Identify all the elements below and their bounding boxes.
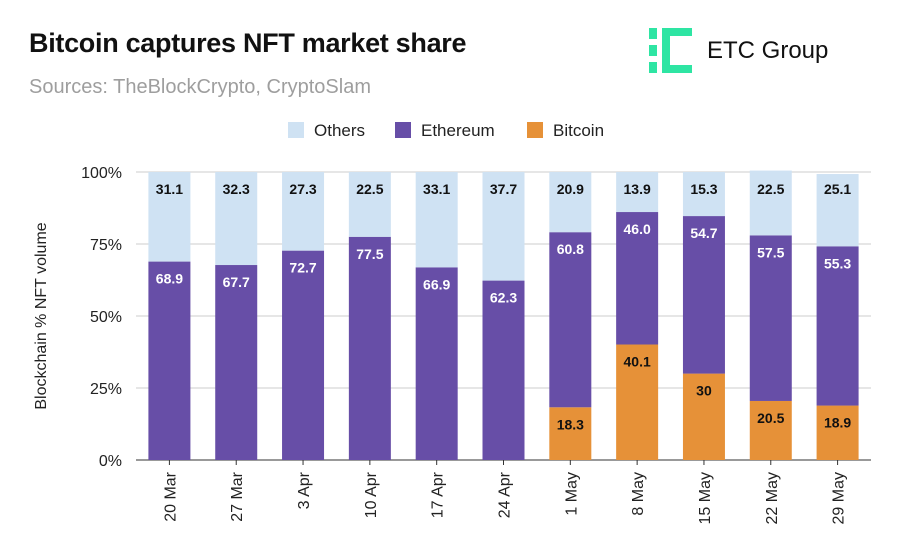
bar-segment-ethereum	[682, 216, 725, 374]
data-label-ethereum: 57.5	[757, 244, 784, 260]
legend-swatch-others	[288, 122, 304, 138]
bar-segment-ethereum	[749, 235, 792, 401]
x-tick-label: 1 May	[563, 472, 580, 516]
data-label-ethereum: 62.3	[490, 290, 517, 306]
bar-segment-others	[148, 172, 191, 262]
legend-label-ethereum: Ethereum	[421, 121, 495, 140]
logo-mark-block	[662, 28, 692, 36]
x-tick-label: 3 Apr	[296, 471, 313, 509]
legend-label-others: Others	[314, 121, 366, 140]
y-tick-label: 50%	[90, 309, 122, 326]
bar-segment-ethereum	[549, 232, 592, 408]
data-label-bitcoin: 20.5	[757, 410, 784, 426]
bar-segment-bitcoin	[749, 400, 792, 460]
data-label-others: 22.5	[757, 181, 784, 197]
bar-segment-bitcoin	[682, 373, 725, 460]
bar-segment-ethereum	[348, 236, 391, 460]
y-tick-label: 100%	[81, 165, 122, 182]
data-label-bitcoin: 18.9	[824, 415, 851, 431]
data-label-others: 13.9	[624, 181, 651, 197]
bar-segment-bitcoin	[616, 344, 659, 460]
y-tick-label: 25%	[90, 381, 122, 398]
data-label-others: 25.1	[824, 181, 851, 197]
data-label-others: 20.9	[557, 181, 584, 197]
x-tick-label: 24 Apr	[497, 471, 514, 518]
logo-mark-block	[649, 45, 657, 56]
x-tick-label: 20 Mar	[162, 471, 179, 521]
bar-segment-ethereum	[215, 265, 258, 460]
bar-segment-others	[415, 172, 458, 268]
bar-segment-others	[549, 172, 592, 233]
x-tick-label: 8 May	[630, 472, 647, 516]
data-label-ethereum: 68.9	[156, 271, 183, 287]
data-label-others: 37.7	[490, 181, 517, 197]
x-tick-label: 29 May	[831, 472, 848, 524]
bar-segment-ethereum	[415, 267, 458, 460]
bar-segment-others	[282, 172, 325, 251]
data-label-others: 32.3	[223, 181, 250, 197]
chart-subtitle: Sources: TheBlockCrypto, CryptoSlam	[29, 76, 371, 98]
bar-segment-ethereum	[282, 250, 325, 460]
data-label-others: 31.1	[156, 181, 183, 197]
bar-segment-others	[749, 170, 792, 236]
logo-mark-block	[662, 65, 692, 73]
y-tick-label: 75%	[90, 237, 122, 254]
bar-segment-others	[682, 172, 725, 217]
bar-segment-others	[348, 172, 391, 237]
data-label-ethereum: 46.0	[624, 221, 651, 237]
bar-segment-others	[215, 172, 258, 266]
legend-swatch-ethereum	[395, 122, 411, 138]
x-tick-label: 15 May	[697, 472, 714, 524]
bar-segment-ethereum	[616, 212, 659, 345]
legend-label-bitcoin: Bitcoin	[553, 121, 605, 140]
data-label-ethereum: 55.3	[824, 255, 851, 271]
data-label-ethereum: 66.9	[423, 276, 450, 292]
data-label-ethereum: 54.7	[690, 225, 717, 241]
y-axis-label: Blockchain % NFT volume	[33, 222, 50, 409]
bar-segment-others	[482, 172, 525, 281]
data-label-ethereum: 77.5	[356, 246, 383, 262]
etc-group-logo-icon	[649, 28, 692, 73]
logo-mark-block	[649, 28, 657, 39]
y-tick-label: 0%	[99, 453, 122, 470]
data-label-ethereum: 60.8	[557, 241, 584, 257]
bar-segment-ethereum	[148, 261, 191, 460]
logo-mark-block	[662, 28, 670, 73]
bar-segment-others	[816, 174, 859, 247]
logo-mark-block	[649, 62, 657, 73]
x-tick-label: 10 Apr	[363, 471, 380, 518]
bar-segment-others	[616, 172, 659, 213]
x-tick-label: 17 Apr	[430, 471, 447, 518]
data-label-bitcoin: 40.1	[624, 354, 651, 370]
chart-title: Bitcoin captures NFT market share	[29, 28, 467, 58]
x-tick-label: 27 Mar	[229, 471, 246, 521]
chart-legend: Others Ethereum Bitcoin	[0, 120, 900, 142]
legend-swatch-bitcoin	[527, 122, 543, 138]
bar-segment-ethereum	[482, 280, 525, 460]
bar-segment-ethereum	[816, 246, 859, 406]
data-label-others: 22.5	[356, 181, 383, 197]
logo-text: ETC Group	[707, 37, 829, 64]
data-label-ethereum: 72.7	[289, 260, 316, 276]
bar-segment-bitcoin	[816, 405, 859, 460]
data-label-others: 15.3	[690, 181, 717, 197]
data-label-others: 27.3	[289, 181, 316, 197]
x-tick-label: 22 May	[764, 472, 781, 524]
data-label-ethereum: 67.7	[223, 274, 250, 290]
data-label-others: 33.1	[423, 181, 450, 197]
bar-segment-bitcoin	[549, 407, 592, 460]
data-label-bitcoin: 18.3	[557, 416, 584, 432]
etc-group-logo: ETC Group	[649, 28, 869, 74]
data-label-bitcoin: 30	[696, 383, 712, 399]
